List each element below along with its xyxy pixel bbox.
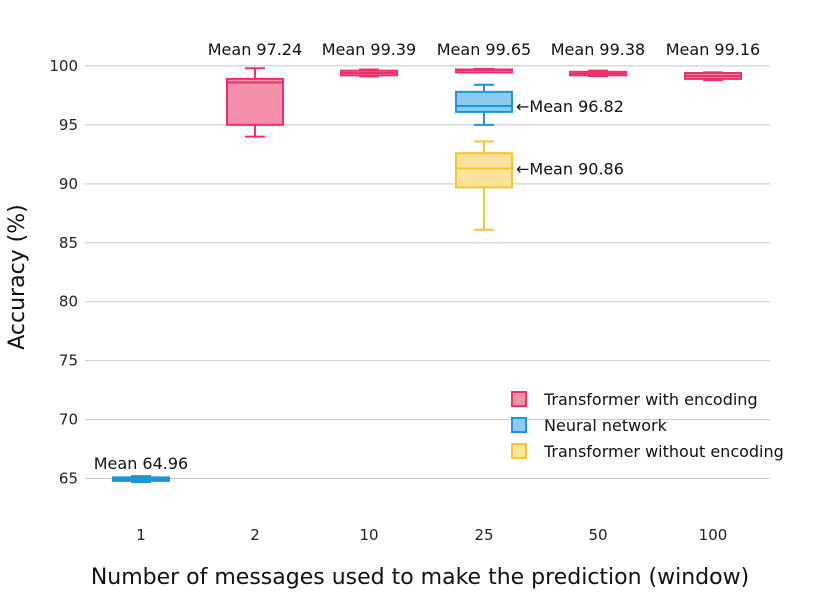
legend-item: Neural network — [511, 416, 668, 435]
legend-label: Neural network — [544, 416, 668, 435]
y-tick-label: 100 — [49, 57, 78, 75]
x-tick-label: 25 — [474, 526, 493, 544]
mean-label: ←Mean 90.86 — [516, 159, 624, 178]
x-tick-label: 2 — [250, 526, 260, 544]
x-tick-label: 50 — [588, 526, 607, 544]
box-25-series-0 — [455, 67, 513, 74]
y-tick-label: 90 — [59, 175, 78, 193]
iqr-box — [226, 77, 284, 126]
x-tick-label: 10 — [359, 526, 378, 544]
legend-label: Transformer with encoding — [543, 390, 758, 409]
iqr-box — [455, 152, 513, 189]
box-1-series-1 — [112, 475, 170, 484]
mean-label: Mean 99.16 — [666, 40, 760, 59]
x-axis-title: Number of messages used to make the pred… — [91, 565, 749, 590]
x-tick-labels: 1 2 10 25 50 100 — [136, 526, 727, 544]
mean-labels: Mean 97.24 Mean 99.39 Mean 99.65 Mean 99.38… — [94, 40, 760, 473]
legend-swatch — [511, 391, 527, 407]
legend-item: Transformer without encoding — [511, 442, 784, 461]
x-tick-label: 1 — [136, 526, 146, 544]
y-tick-label: 75 — [59, 352, 78, 370]
y-tick-label: 80 — [59, 293, 78, 311]
legend-swatch — [511, 417, 527, 433]
x-tick-label: 100 — [699, 526, 728, 544]
legend: Transformer with encoding Neural network T… — [511, 390, 784, 461]
gridlines — [85, 65, 770, 480]
box-50-series-0 — [569, 69, 627, 77]
legend-item: Transformer with encoding — [511, 390, 758, 409]
y-tick-label: 65 — [59, 470, 78, 488]
y-tick-labels: 65 70 75 80 85 90 95 100 — [49, 57, 78, 488]
boxes — [112, 67, 742, 484]
mean-label: ←Mean 96.82 — [516, 97, 624, 116]
box-2-series-0 — [226, 67, 284, 138]
box-100-series-0 — [684, 71, 742, 82]
mean-label: Mean 99.38 — [551, 40, 645, 59]
y-tick-label: 70 — [59, 411, 78, 429]
box-25-series-2 — [455, 140, 513, 231]
box-10-series-0 — [340, 68, 398, 78]
box-25-series-1 — [455, 83, 513, 126]
mean-label: Mean 64.96 — [94, 454, 188, 473]
legend-swatch — [511, 443, 527, 459]
y-axis-title: Accuracy (%) — [5, 204, 30, 350]
legend-label: Transformer without encoding — [543, 442, 784, 461]
y-tick-label: 85 — [59, 234, 78, 252]
mean-label: Mean 99.39 — [322, 40, 416, 59]
mean-label: Mean 99.65 — [437, 40, 531, 59]
iqr-box — [455, 90, 513, 113]
mean-label: Mean 97.24 — [208, 40, 302, 59]
y-tick-label: 95 — [59, 116, 78, 134]
